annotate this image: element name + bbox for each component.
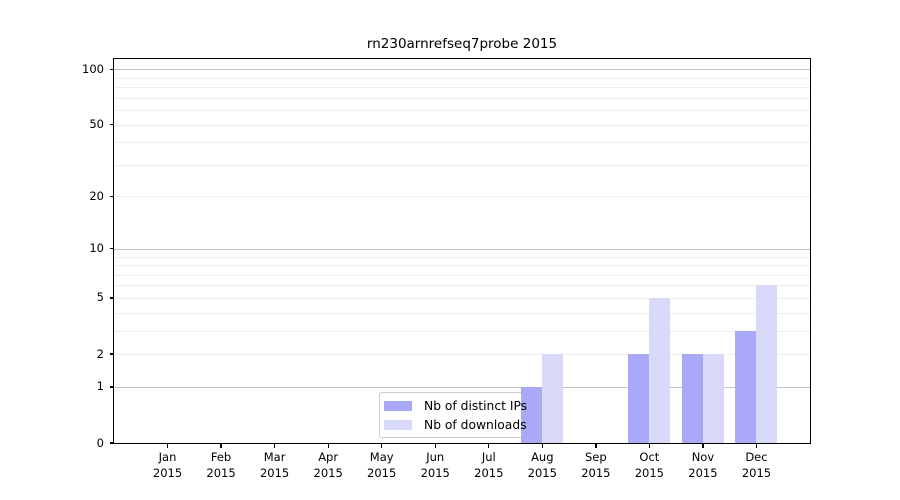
y-tick-label: 5 (96, 290, 104, 305)
x-tick-label: Jun 2015 (420, 450, 450, 480)
y-tick-label: 20 (89, 188, 104, 203)
x-tick-label: Feb 2015 (206, 450, 236, 480)
plot-area (113, 58, 811, 444)
legend-item-distinct-ips: Nb of distinct IPs (384, 397, 545, 416)
y-tick-label: 50 (89, 117, 104, 132)
major-gridline (114, 248, 810, 250)
bar-downloads (649, 297, 671, 443)
x-tick-label: Apr 2015 (313, 450, 343, 480)
y-tick-mark (110, 297, 114, 299)
y-tick-label: 100 (82, 61, 104, 76)
legend-label: Nb of distinct IPs (424, 399, 528, 413)
y-tick-label: 0 (96, 435, 104, 450)
major-gridline (114, 69, 810, 71)
x-tick-mark (327, 443, 329, 448)
x-tick-mark (488, 443, 490, 448)
x-tick-mark (381, 443, 383, 448)
bar-downloads (756, 285, 778, 443)
minor-gridline (114, 196, 810, 198)
x-tick-label: May 2015 (367, 450, 397, 480)
chart-title: rn230arnrefseq7probe 2015 (366, 36, 558, 52)
y-tick-label: 10 (89, 241, 104, 256)
minor-gridline (114, 87, 810, 89)
minor-gridline (114, 164, 810, 166)
bar-distinct-ips (681, 354, 703, 443)
minor-gridline (114, 312, 810, 314)
minor-gridline (114, 256, 810, 258)
x-tick-mark (755, 443, 758, 448)
bar-distinct-ips (628, 354, 650, 443)
x-tick-label: Mar 2015 (259, 450, 290, 480)
x-tick-mark (166, 443, 169, 448)
major-gridline (114, 386, 810, 388)
y-tick-mark (110, 195, 114, 198)
x-tick-label: Nov 2015 (688, 450, 718, 480)
minor-gridline (114, 330, 810, 332)
minor-gridline (114, 285, 810, 287)
y-tick-mark (110, 68, 114, 70)
legend-label: Nb of downloads (424, 418, 527, 432)
x-tick-label: Sep 2015 (581, 450, 611, 480)
bar-distinct-ips (735, 330, 757, 443)
bar-distinct-ips (521, 386, 543, 443)
minor-gridline (114, 124, 810, 126)
y-tick-mark (110, 248, 114, 250)
minor-gridline (114, 297, 810, 299)
minor-gridline (114, 354, 810, 356)
distinct-ips-swatch (384, 400, 412, 412)
minor-gridline (114, 265, 810, 267)
y-tick-mark (110, 353, 114, 355)
x-tick-label: Oct 2015 (634, 450, 665, 480)
bar-downloads (542, 354, 564, 443)
x-tick-mark (434, 443, 436, 448)
x-tick-mark (220, 443, 222, 448)
minor-gridline (114, 110, 810, 112)
y-tick-label: 2 (96, 346, 104, 361)
downloads-swatch (384, 419, 412, 431)
x-tick-label: Jan 2015 (152, 450, 183, 480)
x-tick-label: Jul 2015 (474, 450, 504, 480)
legend-item-downloads: Nb of downloads (384, 416, 545, 435)
minor-gridline (114, 97, 810, 99)
y-tick-mark (110, 442, 114, 444)
legend-frame (379, 392, 545, 438)
y-tick-mark (110, 123, 114, 126)
x-tick-mark (648, 443, 651, 448)
y-tick-mark (110, 386, 114, 388)
x-tick-mark (274, 443, 276, 448)
x-tick-label: Aug 2015 (527, 450, 557, 480)
minor-gridline (114, 77, 810, 79)
minor-gridline (114, 142, 810, 144)
x-tick-mark (541, 443, 543, 448)
x-tick-label: Dec 2015 (741, 450, 772, 480)
y-tick-label: 1 (96, 379, 104, 394)
legend: Nb of distinct IPs Nb of downloads (379, 392, 545, 438)
x-tick-mark (595, 443, 597, 448)
minor-gridline (114, 274, 810, 276)
bar-downloads (702, 354, 724, 443)
x-tick-mark (702, 443, 704, 448)
